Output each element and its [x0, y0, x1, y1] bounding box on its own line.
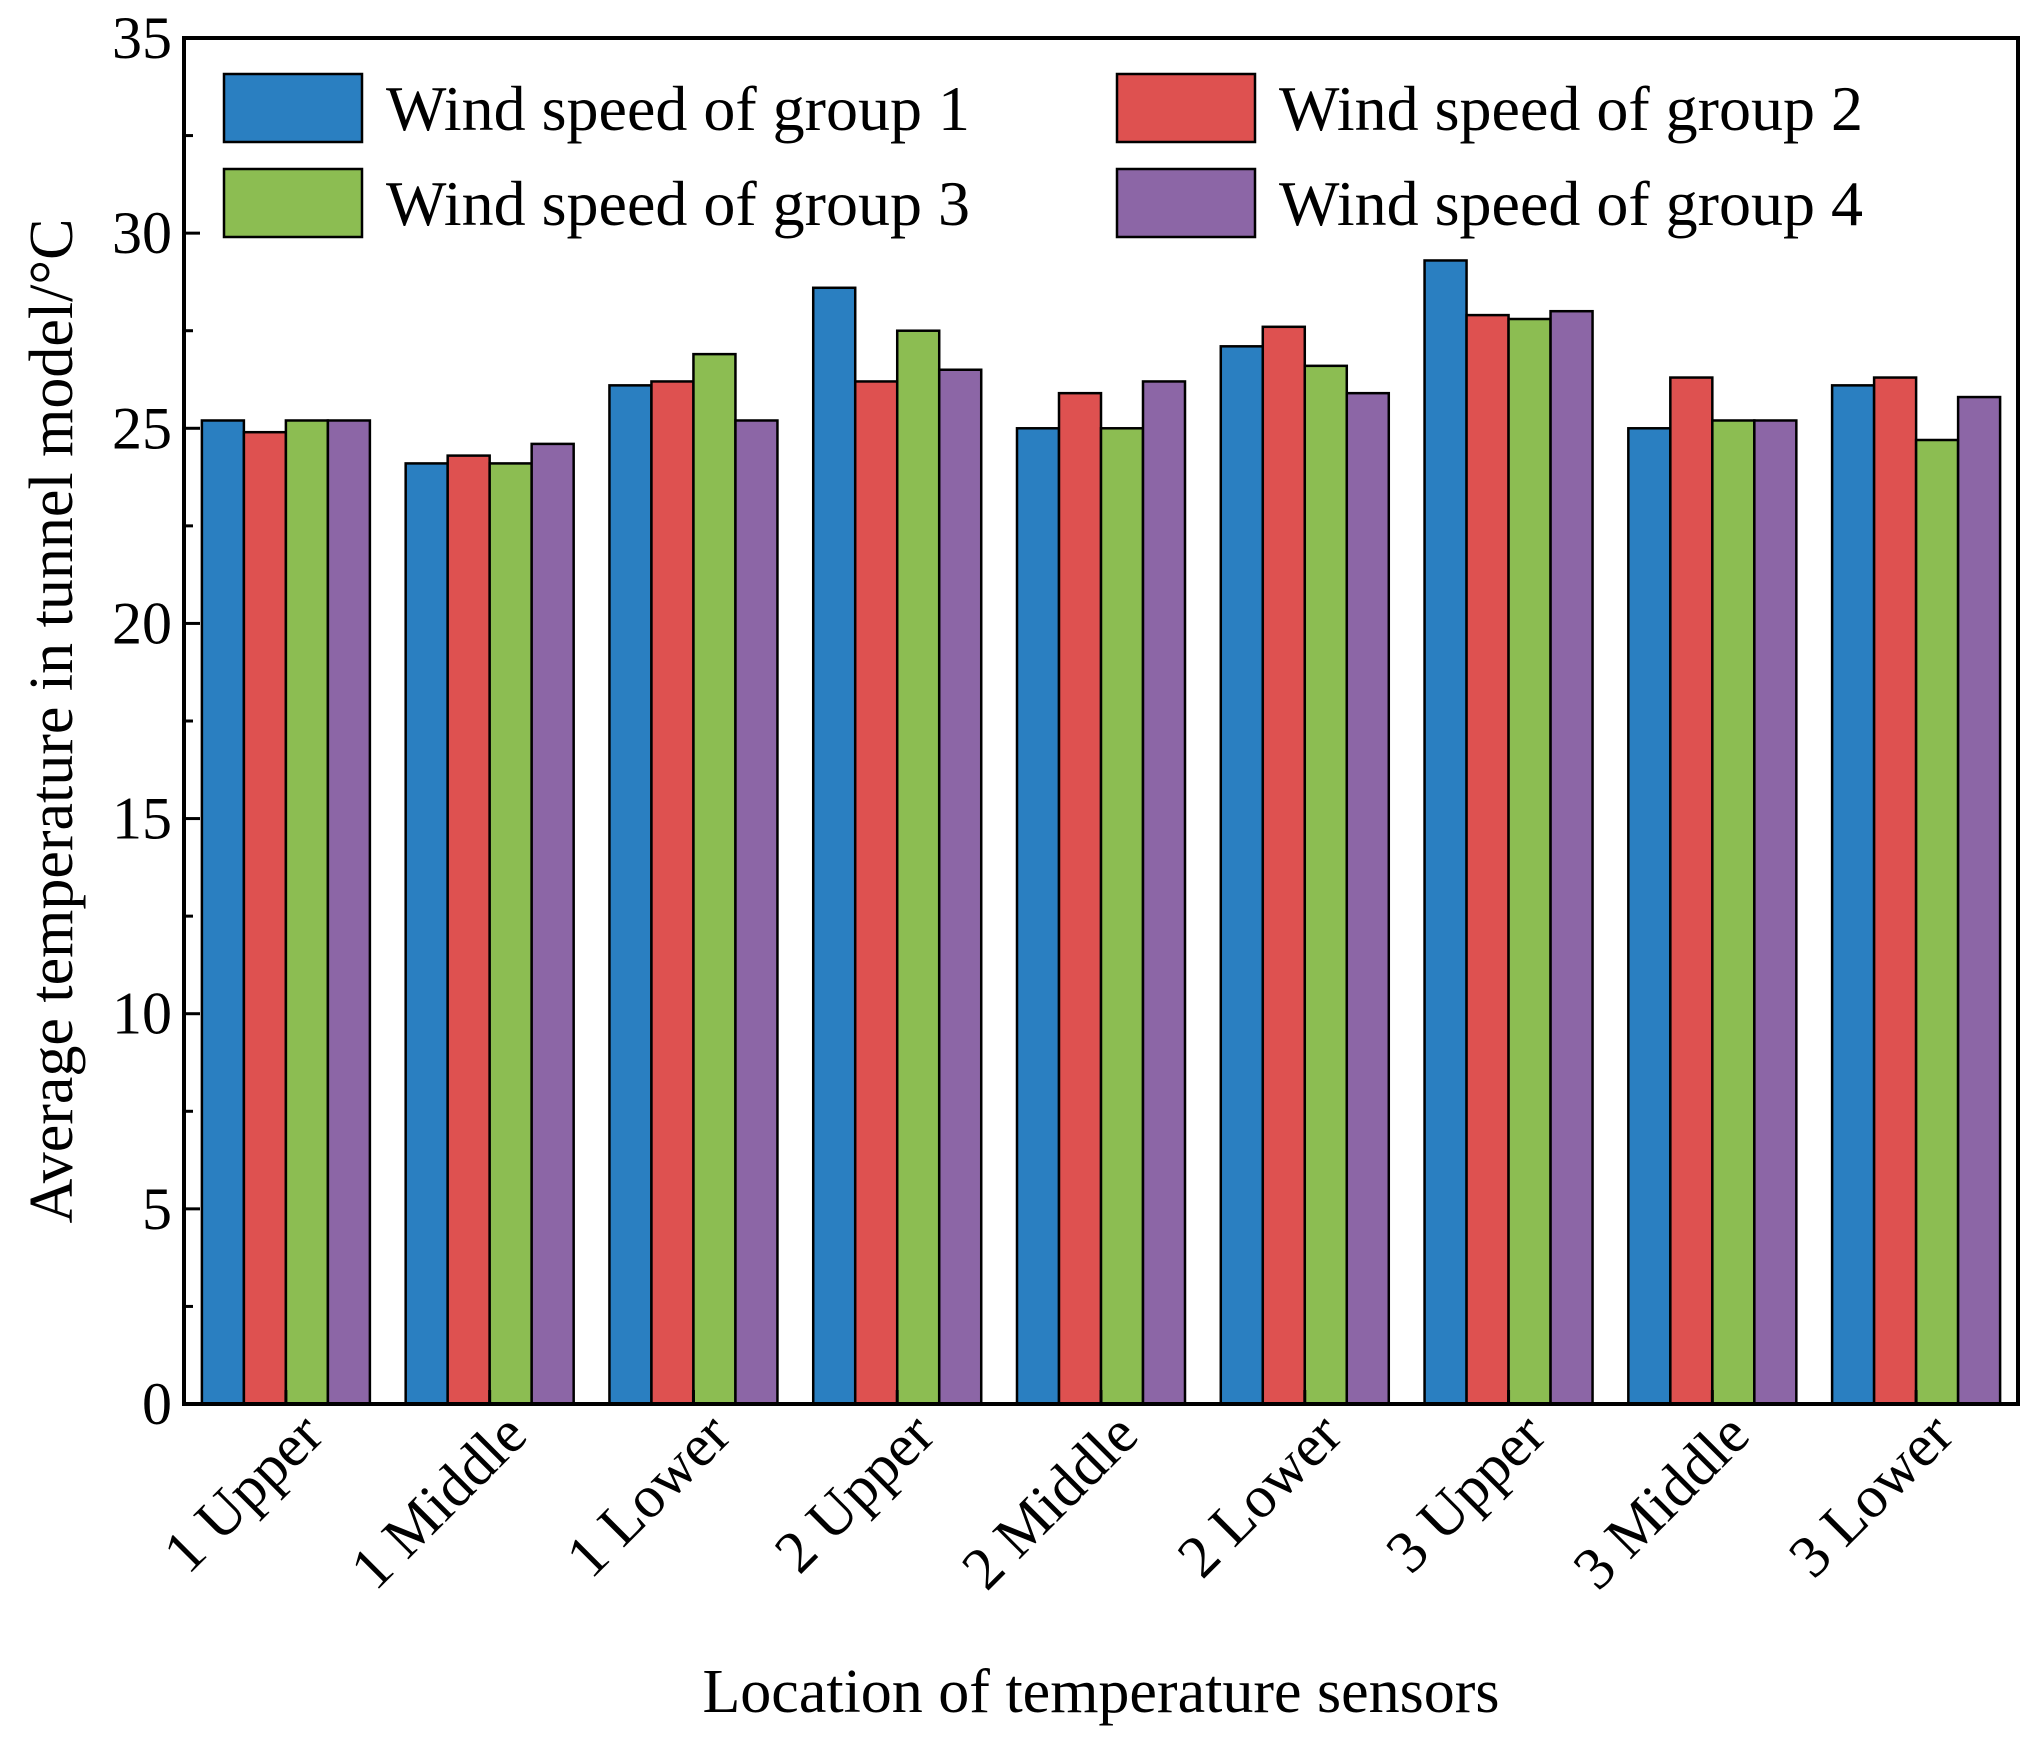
bar-3-lower-series-4 — [1956, 395, 2002, 1406]
bar-3-middle-series-4 — [1753, 419, 1798, 1406]
bar-3-upper-series-3 — [1507, 317, 1552, 1406]
bar-1-middle-series-1 — [404, 462, 449, 1406]
bar-3-lower-series-1 — [1830, 384, 1876, 1406]
bar-3-upper-series-2 — [1465, 313, 1510, 1406]
x-tick-label: 3 Upper — [1373, 1401, 1558, 1586]
bar-3-lower-series-3 — [1914, 438, 1960, 1406]
legend-label-series-4: Wind speed of group 4 — [1279, 168, 1863, 239]
y-tick-label: 25 — [112, 395, 172, 461]
bar-2-upper-series-4 — [937, 368, 983, 1406]
bar-1-middle-series-4 — [530, 442, 575, 1406]
bar-3-upper-series-4 — [1549, 309, 1594, 1406]
bar-2-upper-series-3 — [895, 329, 941, 1406]
bar-1-middle-series-2 — [446, 454, 491, 1406]
bar-2-lower-series-1 — [1219, 345, 1265, 1406]
bar-1-lower-series-3 — [692, 352, 737, 1406]
y-tick-label: 5 — [142, 1176, 172, 1242]
legend-label-series-3: Wind speed of group 3 — [386, 168, 970, 239]
y-tick-label: 0 — [142, 1371, 172, 1437]
legend-swatch-series-2 — [1115, 72, 1257, 144]
bar-2-upper-series-1 — [811, 286, 857, 1406]
bar-1-upper-series-1 — [200, 419, 246, 1406]
bar-2-lower-series-3 — [1303, 364, 1349, 1406]
x-tick-label: 2 Middle — [949, 1401, 1150, 1602]
x-axis-title: Location of temperature sensors — [702, 1658, 1499, 1726]
x-tick-label: 1 Middle — [338, 1401, 539, 1602]
legend-label-series-2: Wind speed of group 2 — [1279, 73, 1863, 144]
y-tick-label: 35 — [112, 5, 172, 71]
y-tick-label: 10 — [112, 981, 172, 1047]
bar-1-upper-series-4 — [326, 419, 372, 1406]
legend: Wind speed of group 1 Wind speed of group… — [222, 72, 1863, 239]
y-tick-label: 20 — [112, 590, 172, 656]
x-tick-label: 1 Lower — [553, 1401, 742, 1590]
bar-1-lower-series-4 — [734, 419, 779, 1406]
bar-2-middle-series-1 — [1015, 427, 1061, 1406]
bar-2-upper-series-2 — [853, 380, 899, 1406]
bar-3-middle-series-2 — [1669, 376, 1714, 1406]
bar-3-upper-series-1 — [1423, 259, 1468, 1406]
x-tick-label: 2 Upper — [762, 1401, 947, 1586]
bar-3-middle-series-1 — [1627, 427, 1672, 1406]
bar-3-middle-series-3 — [1711, 419, 1756, 1406]
bar-3-lower-series-2 — [1872, 376, 1918, 1406]
bar-2-lower-series-2 — [1261, 325, 1307, 1406]
bar-1-upper-series-2 — [242, 430, 288, 1406]
x-tick-label: 2 Lower — [1165, 1401, 1354, 1590]
x-tick-label: 3 Middle — [1560, 1401, 1761, 1602]
legend-swatch-series-4 — [1115, 167, 1257, 239]
legend-label-series-1: Wind speed of group 1 — [386, 73, 970, 144]
bars-layer — [200, 259, 2002, 1406]
y-tick-label: 30 — [112, 200, 172, 266]
x-tick-label: 1 Upper — [151, 1401, 336, 1586]
x-tick-label: 3 Lower — [1776, 1401, 1965, 1590]
bar-1-lower-series-2 — [650, 380, 695, 1406]
bar-1-upper-series-3 — [284, 419, 330, 1406]
bar-2-middle-series-2 — [1057, 391, 1103, 1406]
bar-2-middle-series-3 — [1099, 427, 1145, 1406]
bar-2-lower-series-4 — [1345, 391, 1391, 1406]
legend-swatch-series-3 — [222, 167, 364, 239]
bar-2-middle-series-4 — [1141, 380, 1187, 1406]
legend-swatch-series-1 — [222, 72, 364, 144]
y-tick-label: 15 — [112, 786, 172, 852]
bar-1-middle-series-3 — [488, 462, 533, 1406]
plot-frame — [182, 36, 2020, 1406]
y-axis-title: Average temperature in tunnel model/°C — [18, 219, 86, 1224]
bar-1-lower-series-1 — [608, 384, 653, 1406]
